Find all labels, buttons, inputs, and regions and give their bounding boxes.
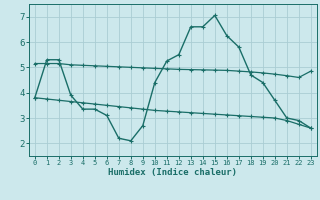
X-axis label: Humidex (Indice chaleur): Humidex (Indice chaleur) (108, 168, 237, 177)
